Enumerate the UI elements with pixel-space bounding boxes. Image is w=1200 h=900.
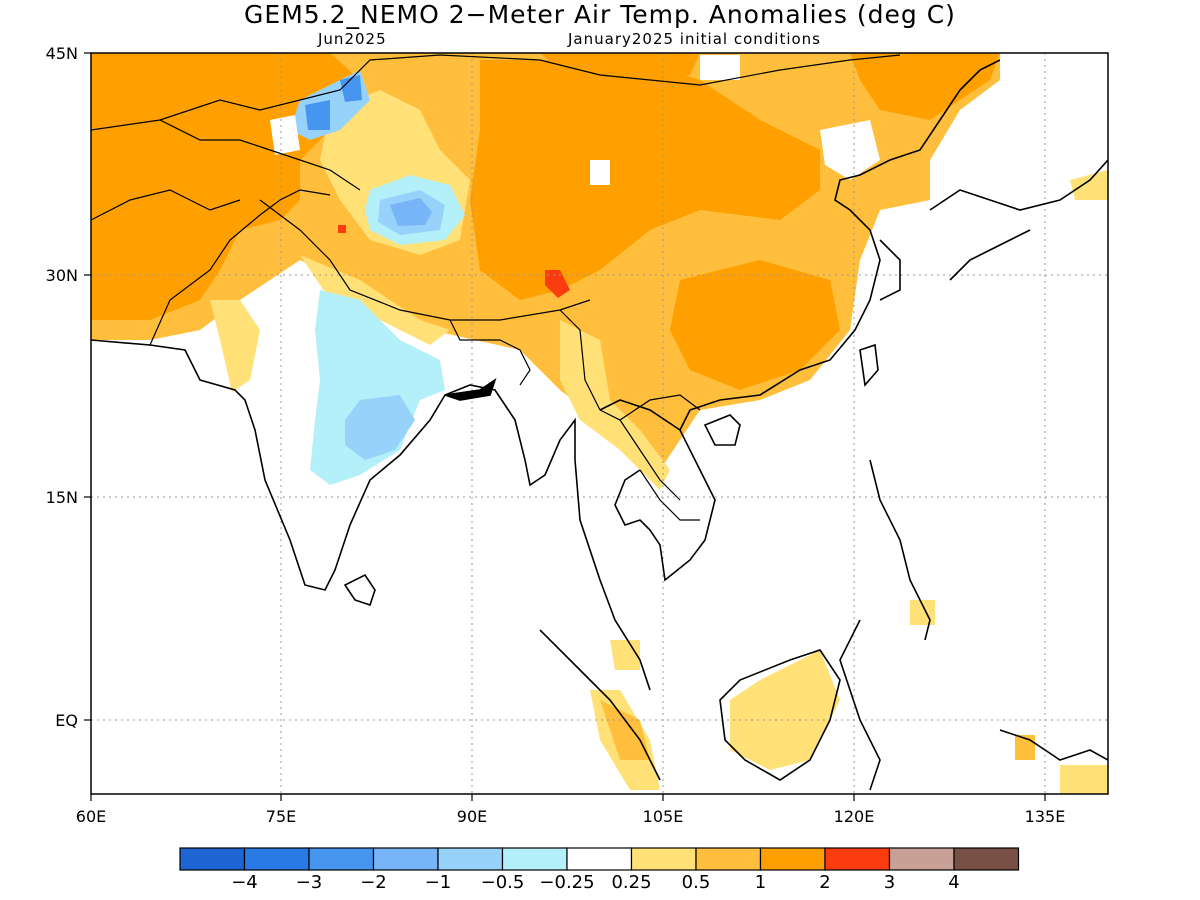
anomaly-shading — [91, 53, 1108, 794]
map-frame — [90, 52, 1109, 795]
legend-label: −4 — [231, 872, 258, 893]
legend-label: 2 — [819, 872, 830, 893]
legend-label: 1 — [755, 872, 766, 893]
y-tick-label: 45N — [46, 44, 78, 63]
legend-swatch — [372, 847, 439, 871]
legend-swatch — [630, 847, 697, 871]
graticule — [91, 53, 1108, 794]
initial-conditions: January2025 initial conditions — [568, 30, 821, 48]
x-tick-label: 75E — [266, 807, 296, 826]
legend-swatch — [888, 847, 955, 871]
coastlines — [91, 59, 1108, 791]
legend-swatch — [953, 847, 1020, 871]
country-borders — [91, 54, 901, 521]
y-tick-label: 30N — [46, 266, 78, 285]
legend-label: 4 — [948, 872, 959, 893]
forecast-month: Jun2025 — [318, 30, 387, 48]
legend-label: −0.5 — [481, 872, 525, 893]
legend-label: −3 — [296, 872, 323, 893]
axis-ticks — [84, 52, 1046, 801]
color-legend: −4 −3 −2 −1 −0.5 −0.25 0.25 0.5 1 2 3 4 — [179, 847, 1020, 893]
x-tick-label: 105E — [643, 807, 684, 826]
legend-swatch — [243, 847, 310, 871]
legend-label: −0.25 — [539, 872, 594, 893]
legend-label: −1 — [425, 872, 452, 893]
map-title: GEM5.2_NEMO 2−Meter Air Temp. Anomalies … — [244, 0, 956, 29]
legend-swatch — [695, 847, 762, 871]
legend-swatch — [759, 847, 826, 871]
x-tick-label: 60E — [76, 807, 106, 826]
legend-swatch — [501, 847, 568, 871]
x-tick-label: 135E — [1025, 807, 1066, 826]
legend-swatch — [566, 847, 633, 871]
legend-label: 0.25 — [611, 872, 651, 893]
x-tick-label: 120E — [834, 807, 875, 826]
legend-label: −2 — [360, 872, 387, 893]
legend-label: 3 — [884, 872, 895, 893]
x-tick-label: 90E — [457, 807, 487, 826]
legend-label: 0.5 — [682, 872, 711, 893]
legend-swatch — [437, 847, 504, 871]
legend-swatch — [824, 847, 891, 871]
y-tick-label: 15N — [46, 488, 78, 507]
legend-swatch — [308, 847, 375, 871]
legend-swatch — [179, 847, 246, 871]
y-tick-label: EQ — [55, 711, 78, 730]
